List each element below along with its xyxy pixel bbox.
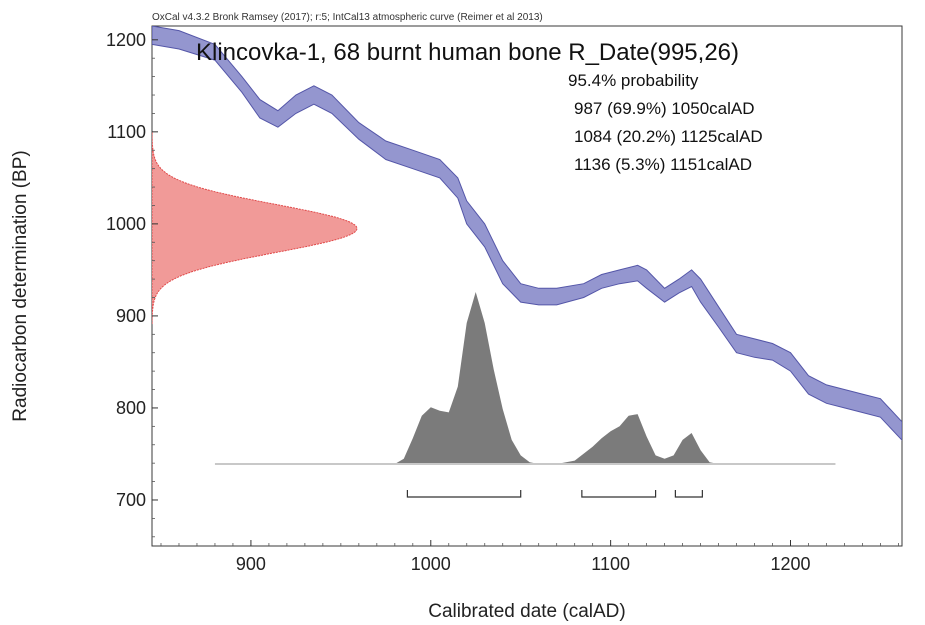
- range-bracket-3: [674, 490, 703, 498]
- chart-header: OxCal v4.3.2 Bronk Ramsey (2017); r:5; I…: [152, 12, 543, 23]
- probability-heading: 95.4% probability: [568, 71, 699, 90]
- chart-title: Klincovka-1, 68 burnt human bone R_Date(…: [196, 39, 739, 66]
- plot-content: [152, 26, 902, 498]
- probability-range-3: 1136 (5.3%) 1151calAD: [574, 155, 752, 174]
- axis-ticks: 900 1000 1100 1200 700 800 900 1000 1100 1200: [106, 30, 899, 574]
- posterior-distribution: [214, 292, 836, 464]
- probability-range-1: 987 (69.9%) 1050calAD: [574, 99, 755, 118]
- calibration-curve-band: [152, 26, 902, 441]
- y-tick-label-1100: 1100: [107, 122, 146, 142]
- range-bracket-1: [406, 490, 522, 498]
- y-tick-label-1000: 1000: [106, 214, 146, 234]
- x-tick-label-1200: 1200: [770, 554, 810, 574]
- y-tick-label-1200: 1200: [106, 30, 146, 50]
- y-tick-label-700: 700: [116, 490, 146, 510]
- y-axis-label: Radiocarbon determination (BP): [10, 150, 31, 421]
- x-tick-label-1100: 1100: [591, 554, 630, 574]
- x-tick-label-900: 900: [236, 554, 266, 574]
- probability-range-2: 1084 (20.2%) 1125calAD: [574, 127, 763, 146]
- measurement-distribution: [152, 132, 358, 325]
- y-tick-label-800: 800: [116, 398, 146, 418]
- x-tick-label-1000: 1000: [411, 554, 451, 574]
- range-bracket-2: [581, 490, 657, 498]
- plot-area: [151, 25, 903, 547]
- y-tick-label-900: 900: [116, 306, 146, 326]
- x-axis-label: Calibrated date (calAD): [428, 601, 625, 622]
